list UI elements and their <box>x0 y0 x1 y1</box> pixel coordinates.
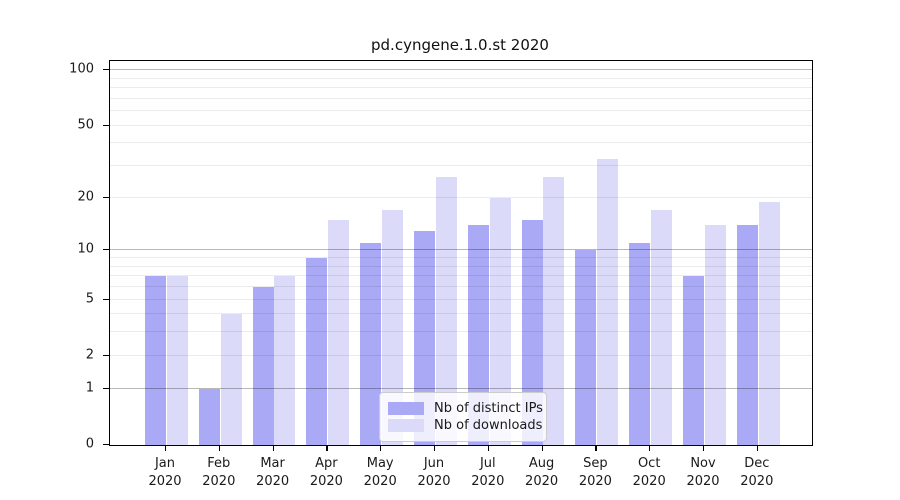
chart-title: pd.cyngene.1.0.st 2020 <box>371 36 549 54</box>
legend-row-downloads: Nb of downloads <box>388 417 542 434</box>
y-tick-label-20: 20 <box>77 189 94 205</box>
legend-label-distinct-ips: Nb of distinct IPs <box>434 401 543 416</box>
bar-distinct-ips-apr <box>306 258 328 445</box>
minor-gridline-90 <box>110 77 812 79</box>
bar-downloads-sep <box>597 158 619 445</box>
x-tick-label-mar: Mar 2020 <box>256 456 290 489</box>
x-tick-label-jan: Jan 2020 <box>148 456 182 489</box>
x-tick-mark-aug <box>541 445 543 451</box>
y-tick-label-0: 0 <box>85 436 94 452</box>
x-tick-label-oct: Oct 2020 <box>632 456 666 489</box>
x-tick-label-jun: Jun 2020 <box>417 456 451 489</box>
y-tick-label-10: 10 <box>77 241 94 257</box>
legend-row-distinct-ips: Nb of distinct IPs <box>388 400 543 417</box>
y-tick-mark-2 <box>103 354 109 356</box>
bar-downloads-aug <box>543 177 565 445</box>
y-tick-mark-5 <box>103 298 109 300</box>
x-tick-label-jul: Jul 2020 <box>471 456 505 489</box>
bar-downloads-dec <box>758 201 780 445</box>
x-tick-mark-may <box>380 445 382 451</box>
x-tick-mark-sep <box>595 445 597 451</box>
bar-distinct-ips-feb <box>198 388 220 445</box>
minor-gridline-80 <box>110 87 812 89</box>
bar-distinct-ips-jun <box>414 230 435 445</box>
legend: Nb of distinct IPs Nb of downloads <box>379 392 547 442</box>
bar-downloads-feb <box>220 314 242 445</box>
legend-swatch-downloads <box>388 419 424 432</box>
y-tick-mark-50 <box>103 124 109 126</box>
x-tick-label-dec: Dec 2020 <box>740 456 774 489</box>
x-tick-mark-apr <box>326 445 328 451</box>
x-tick-label-may: May 2020 <box>363 456 397 489</box>
bar-distinct-ips-mar <box>252 287 274 445</box>
x-tick-mark-oct <box>649 445 651 451</box>
legend-swatch-distinct-ips <box>388 402 424 415</box>
x-tick-label-apr: Apr 2020 <box>309 456 343 489</box>
major-gridline-100 <box>110 69 812 71</box>
bar-distinct-ips-may <box>360 243 382 445</box>
minor-gridline-30 <box>110 165 812 167</box>
bar-distinct-ips-dec <box>736 225 758 445</box>
y-tick-mark-10 <box>103 249 109 251</box>
x-tick-mark-jul <box>487 445 489 451</box>
bar-distinct-ips-oct <box>629 243 651 445</box>
y-tick-label-50: 50 <box>77 117 94 133</box>
x-tick-mark-nov <box>703 445 705 451</box>
x-tick-label-nov: Nov 2020 <box>686 456 720 489</box>
bar-downloads-nov <box>704 225 726 445</box>
bar-downloads-may <box>382 210 403 445</box>
y-tick-label-2: 2 <box>85 347 94 363</box>
bar-distinct-ips-jan <box>145 276 166 445</box>
x-tick-mark-jun <box>434 445 436 451</box>
x-tick-mark-mar <box>272 445 274 451</box>
y-tick-mark-20 <box>103 196 109 198</box>
y-tick-mark-0 <box>103 444 109 446</box>
bar-distinct-ips-sep <box>575 250 597 445</box>
bar-downloads-oct <box>651 210 672 445</box>
x-tick-mark-dec <box>756 445 758 451</box>
minor-gridline-40 <box>110 142 812 144</box>
y-tick-mark-100 <box>103 69 109 71</box>
bar-distinct-ips-aug <box>521 219 543 445</box>
x-tick-label-aug: Aug 2020 <box>525 456 559 489</box>
y-tick-label-5: 5 <box>85 291 94 306</box>
y-tick-mark-1 <box>103 387 109 389</box>
x-tick-mark-jan <box>165 445 167 451</box>
x-tick-label-sep: Sep 2020 <box>578 456 612 489</box>
bar-downloads-jan <box>166 276 188 445</box>
bar-downloads-jul <box>489 197 511 445</box>
bar-distinct-ips-nov <box>683 276 704 445</box>
legend-label-downloads: Nb of downloads <box>434 418 543 433</box>
bar-downloads-apr <box>328 219 350 445</box>
bar-distinct-ips-jul <box>467 225 489 445</box>
bar-downloads-mar <box>274 276 296 445</box>
bar-downloads-jun <box>435 177 457 445</box>
y-tick-label-100: 100 <box>69 61 94 77</box>
minor-gridline-60 <box>110 110 812 112</box>
minor-gridline-50 <box>110 124 812 126</box>
x-tick-label-feb: Feb 2020 <box>202 456 236 489</box>
x-tick-mark-feb <box>218 445 220 451</box>
y-tick-label-1: 1 <box>85 380 94 396</box>
minor-gridline-20 <box>110 196 812 198</box>
minor-gridline-70 <box>110 97 812 99</box>
plot-area: Nb of distinct IPs Nb of downloads <box>109 60 813 446</box>
